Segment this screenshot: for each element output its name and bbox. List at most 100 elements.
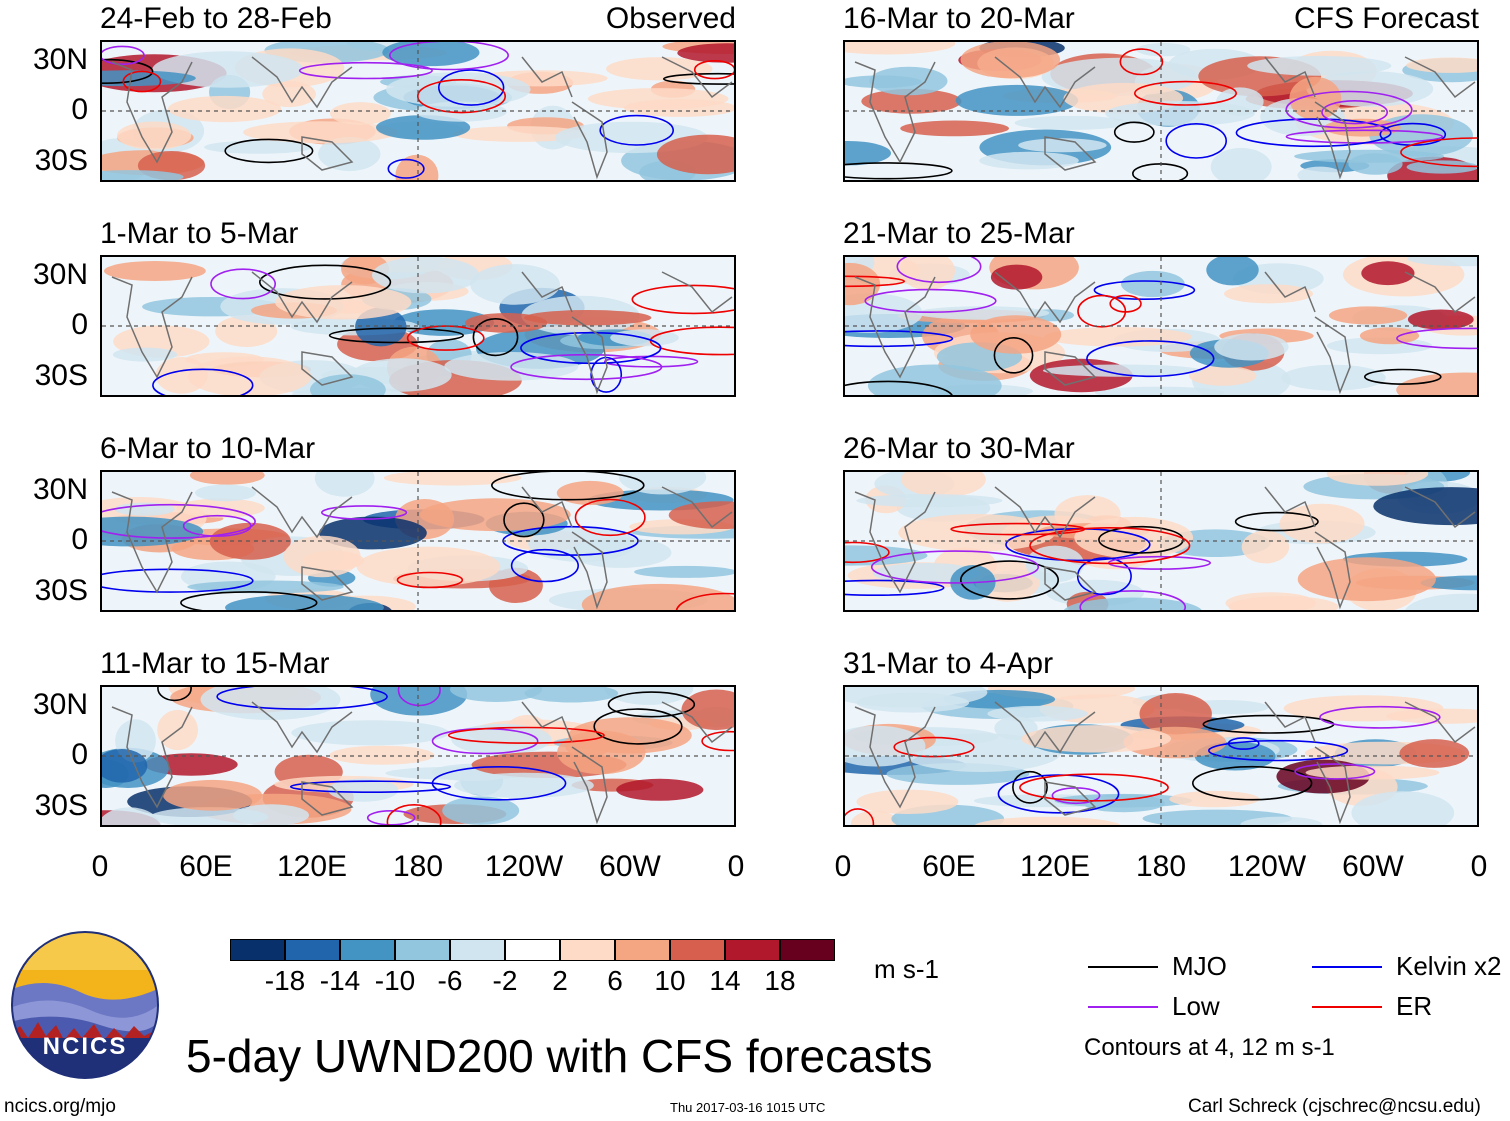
coastlines bbox=[111, 271, 733, 395]
easterly-anomaly-blob bbox=[1105, 101, 1255, 126]
contour-line bbox=[1019, 773, 1169, 802]
colorbar-swatch bbox=[505, 939, 560, 961]
panel-source-tag: Observed bbox=[605, 2, 736, 35]
panel-date-range: 24-Feb to 28-Feb bbox=[100, 2, 332, 35]
contour-line bbox=[1093, 280, 1196, 300]
wind-anomaly-map bbox=[843, 255, 1479, 397]
contour-line bbox=[157, 687, 192, 702]
easterly-anomaly-blob bbox=[200, 687, 341, 720]
easterly-anomaly-blob bbox=[442, 796, 520, 825]
westerly-anomaly-blob bbox=[1328, 306, 1408, 325]
contour-line bbox=[1234, 511, 1319, 532]
contour-line bbox=[1235, 118, 1392, 148]
westerly-anomaly-blob bbox=[453, 126, 587, 142]
easterly-anomaly-blob bbox=[845, 293, 923, 333]
colorbar-swatch bbox=[725, 939, 780, 961]
easterly-anomaly-blob bbox=[102, 749, 148, 783]
anomaly-field bbox=[102, 687, 734, 825]
easterly-anomaly-blob bbox=[1281, 364, 1386, 391]
anomaly-field bbox=[102, 257, 734, 395]
footer-left-link[interactable]: ncics.org/mjo bbox=[4, 1096, 116, 1117]
contour-line bbox=[491, 472, 645, 501]
contour-line bbox=[102, 45, 145, 65]
westerly-anomaly-blob bbox=[861, 88, 962, 114]
coastlines bbox=[111, 486, 733, 610]
easterly-anomaly-blob bbox=[370, 687, 468, 716]
westerly-anomaly-blob bbox=[960, 42, 1061, 79]
contour-line bbox=[1113, 121, 1155, 143]
legend-swatch bbox=[1312, 1006, 1382, 1008]
logo-text: NCICS bbox=[42, 1033, 128, 1060]
westerly-anomaly-blob bbox=[845, 262, 881, 306]
westerly-anomaly-blob bbox=[1407, 309, 1474, 330]
colorbar-tick-label: 10 bbox=[654, 965, 686, 996]
contour-line bbox=[321, 505, 408, 520]
coastlines bbox=[111, 56, 733, 180]
footer-timestamp: Thu 2017-03-16 1015 UTC bbox=[670, 1100, 826, 1115]
westerly-anomaly-blob bbox=[104, 261, 206, 281]
easterly-anomaly-blob bbox=[1206, 257, 1259, 286]
westerly-anomaly-blob bbox=[901, 472, 986, 498]
easterly-anomaly-blob bbox=[845, 141, 891, 166]
easterly-anomaly-blob bbox=[1210, 147, 1272, 180]
easterly-anomaly-blob bbox=[869, 66, 948, 96]
contour-line bbox=[366, 810, 416, 825]
lat-tick-label: 30S bbox=[34, 789, 88, 822]
contour-line bbox=[216, 687, 388, 710]
legend-note: Contours at 4, 12 m s-1 bbox=[1084, 1034, 1335, 1061]
westerly-anomaly-blob bbox=[1326, 472, 1429, 486]
anomaly-field bbox=[102, 42, 734, 180]
easterly-anomaly-blob bbox=[1054, 793, 1192, 808]
map-panel-p6: 21-Mar to 25-Mar bbox=[843, 217, 1479, 397]
easterly-anomaly-blob bbox=[382, 42, 480, 67]
lon-tick-label: 120W bbox=[484, 850, 564, 883]
panel-date-range: 31-Mar to 4-Apr bbox=[843, 647, 1054, 680]
lat-tick-label: 30N bbox=[32, 688, 88, 721]
easterly-anomaly-blob bbox=[1348, 153, 1403, 175]
legend-label: MJO bbox=[1172, 951, 1227, 981]
westerly-anomaly-blob bbox=[1359, 327, 1420, 345]
westerly-anomaly-blob bbox=[616, 778, 704, 801]
westerly-anomaly-blob bbox=[990, 264, 1043, 290]
ncics-logo[interactable]: NCICS bbox=[10, 930, 160, 1080]
contour-line bbox=[870, 550, 1040, 584]
easterly-anomaly-blob bbox=[955, 84, 1079, 116]
contour-line bbox=[1098, 525, 1184, 554]
contour-line bbox=[845, 380, 953, 395]
lat-tick-label: 30S bbox=[34, 359, 88, 392]
contour-line bbox=[845, 579, 945, 596]
lat-tick-label: 30S bbox=[34, 144, 88, 177]
ncics-logo-graphic bbox=[11, 931, 159, 1079]
contour-line bbox=[397, 687, 441, 707]
easterly-anomaly-blob bbox=[195, 484, 256, 502]
westerly-anomaly-blob bbox=[395, 154, 439, 180]
easterly-anomaly-blob bbox=[979, 151, 1079, 170]
contour-line bbox=[520, 331, 662, 365]
westerly-anomaly-blob bbox=[209, 522, 291, 560]
contour-line bbox=[1400, 137, 1477, 168]
lat-tick-label: 30N bbox=[32, 43, 88, 76]
contour-line bbox=[102, 58, 154, 84]
colorbar-swatch bbox=[285, 939, 340, 961]
easterly-anomaly-blob bbox=[414, 101, 507, 122]
colorbar-swatch bbox=[450, 939, 505, 961]
lat-tick-label: 0 bbox=[71, 93, 88, 126]
easterly-anomaly-blob bbox=[1407, 257, 1477, 267]
easterly-anomaly-blob bbox=[987, 705, 1088, 722]
colorbar-swatch bbox=[340, 939, 395, 961]
contour-line bbox=[210, 268, 277, 300]
easterly-anomaly-blob bbox=[450, 687, 543, 702]
footer-author: Carl Schreck (cjschrec@ncsu.edu) bbox=[1188, 1096, 1481, 1117]
contour-line bbox=[259, 264, 392, 300]
coastlines bbox=[854, 701, 1476, 825]
wind-anomaly-map bbox=[100, 255, 736, 397]
contour-line bbox=[416, 79, 506, 114]
contour-line bbox=[845, 162, 953, 180]
contour-line bbox=[1133, 80, 1237, 106]
contour-line bbox=[845, 541, 890, 564]
easterly-anomaly-blob bbox=[1405, 593, 1477, 610]
westerly-anomaly-blob bbox=[275, 285, 412, 320]
contour-line bbox=[122, 70, 162, 93]
wind-anomaly-map bbox=[100, 470, 736, 612]
contour-line bbox=[447, 726, 605, 744]
